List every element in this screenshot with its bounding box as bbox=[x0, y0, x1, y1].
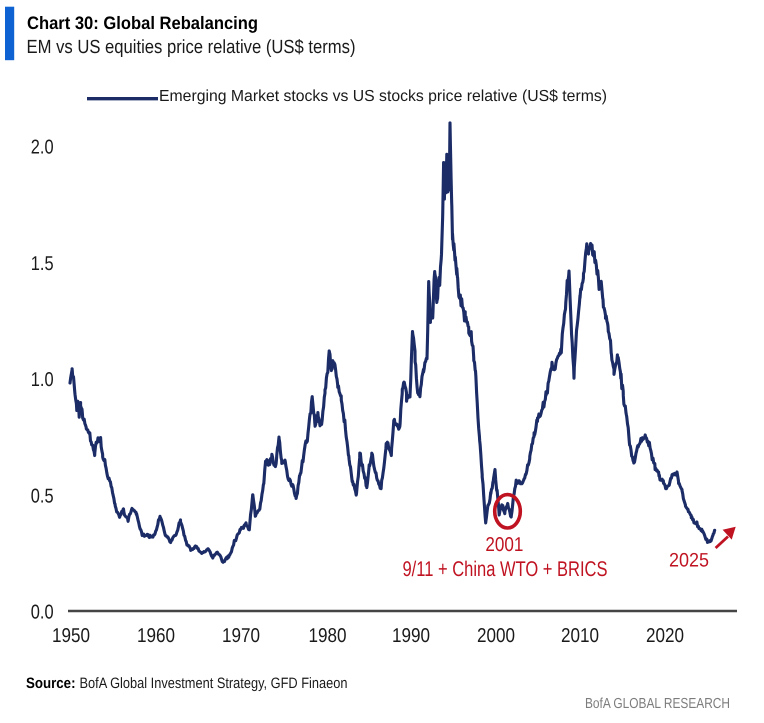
svg-text:0.5: 0.5 bbox=[31, 485, 54, 507]
svg-text:2010: 2010 bbox=[561, 625, 599, 647]
svg-text:BofA GLOBAL RESEARCH: BofA GLOBAL RESEARCH bbox=[585, 696, 730, 712]
svg-text:2000: 2000 bbox=[477, 625, 515, 647]
svg-text:0.0: 0.0 bbox=[31, 601, 54, 623]
svg-text:2001: 2001 bbox=[485, 534, 523, 556]
svg-text:Source:: Source: bbox=[26, 675, 76, 692]
svg-text:9/11 + China WTO + BRICS: 9/11 + China WTO + BRICS bbox=[403, 557, 608, 581]
svg-text:EM vs US equities price relati: EM vs US equities price relative (US$ te… bbox=[27, 37, 356, 58]
svg-text:1960: 1960 bbox=[137, 625, 175, 647]
svg-text:BofA Global Investment Strateg: BofA Global Investment Strategy, GFD Fin… bbox=[80, 675, 348, 692]
svg-text:1980: 1980 bbox=[309, 625, 347, 647]
svg-text:2025: 2025 bbox=[669, 550, 709, 572]
svg-text:1.0: 1.0 bbox=[31, 369, 54, 391]
svg-text:1950: 1950 bbox=[52, 625, 90, 647]
svg-text:2020: 2020 bbox=[646, 625, 684, 647]
svg-text:2.0: 2.0 bbox=[31, 137, 54, 159]
svg-text:1.5: 1.5 bbox=[31, 253, 54, 275]
svg-text:Chart 30: Global Rebalancing: Chart 30: Global Rebalancing bbox=[27, 13, 258, 33]
svg-text:1970: 1970 bbox=[222, 625, 260, 647]
svg-text:Emerging Market stocks vs US s: Emerging Market stocks vs US stocks pric… bbox=[159, 88, 607, 105]
svg-text:1990: 1990 bbox=[392, 625, 430, 647]
